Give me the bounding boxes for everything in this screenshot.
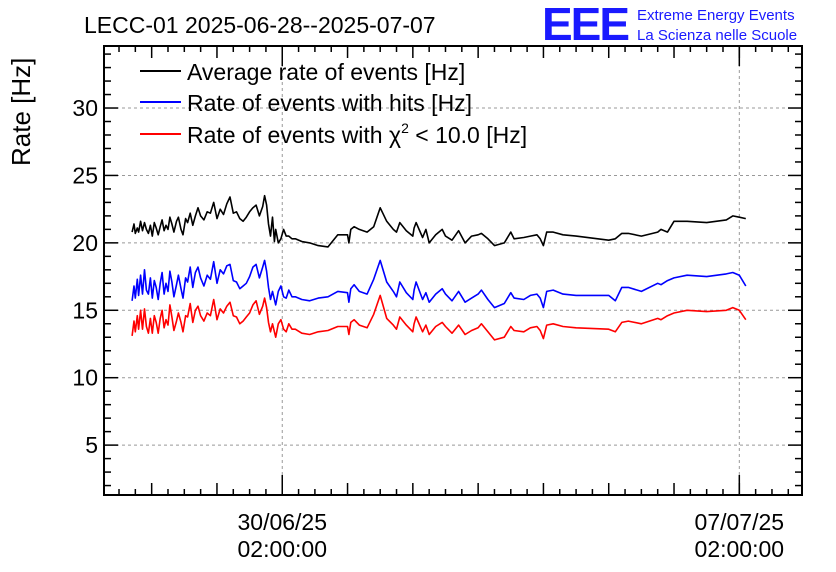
eee-logo: EEE Extreme Energy Events La Scienza nel…: [542, 0, 797, 50]
plot-frame: [103, 45, 803, 496]
y-tick-label: 15: [72, 297, 98, 323]
legend-label-average: Average rate of events [Hz]: [187, 59, 465, 85]
logo-letters: EEE: [542, 0, 628, 50]
legend-label-chi2-suffix: < 10.0 [Hz]: [409, 122, 527, 148]
series-line-0: [131, 194, 746, 248]
series-lines: [131, 194, 747, 341]
y-tick-label: 5: [85, 432, 98, 458]
legend: Average rate of events [Hz] Rate of even…: [140, 59, 527, 148]
legend-label-chi2-main: Rate of events with χ: [187, 122, 401, 148]
y-tick-label: 20: [72, 230, 98, 256]
y-tick-label: 25: [72, 162, 98, 188]
x-tick-label-time: 02:00:00: [695, 536, 785, 562]
x-tick-label-date: 30/06/25: [237, 509, 327, 535]
x-tick-label-date: 07/07/25: [695, 509, 785, 535]
y-axis-label: Rate [Hz]: [6, 58, 36, 166]
logo-line-1: Extreme Energy Events: [637, 7, 795, 24]
tick-labels: 5101520253030/06/2502:00:0007/07/2502:00…: [72, 95, 784, 562]
series-line-1: [131, 259, 747, 309]
y-tick-label: 10: [72, 365, 98, 391]
x-tick-label-time: 02:00:00: [237, 536, 327, 562]
logo-line-2: La Scienza nelle Scuole: [637, 27, 797, 44]
legend-label-chi2-sup: 2: [401, 120, 409, 136]
legend-label-chi2: Rate of events with χ2 < 10.0 [Hz]: [187, 120, 527, 148]
chart-title: LECC-01 2025-06-28--2025-07-07: [84, 12, 436, 38]
y-tick-label: 30: [72, 95, 98, 121]
series-line-2: [131, 294, 747, 341]
legend-label-hits: Rate of events with hits [Hz]: [187, 90, 472, 116]
grid: [104, 46, 802, 495]
